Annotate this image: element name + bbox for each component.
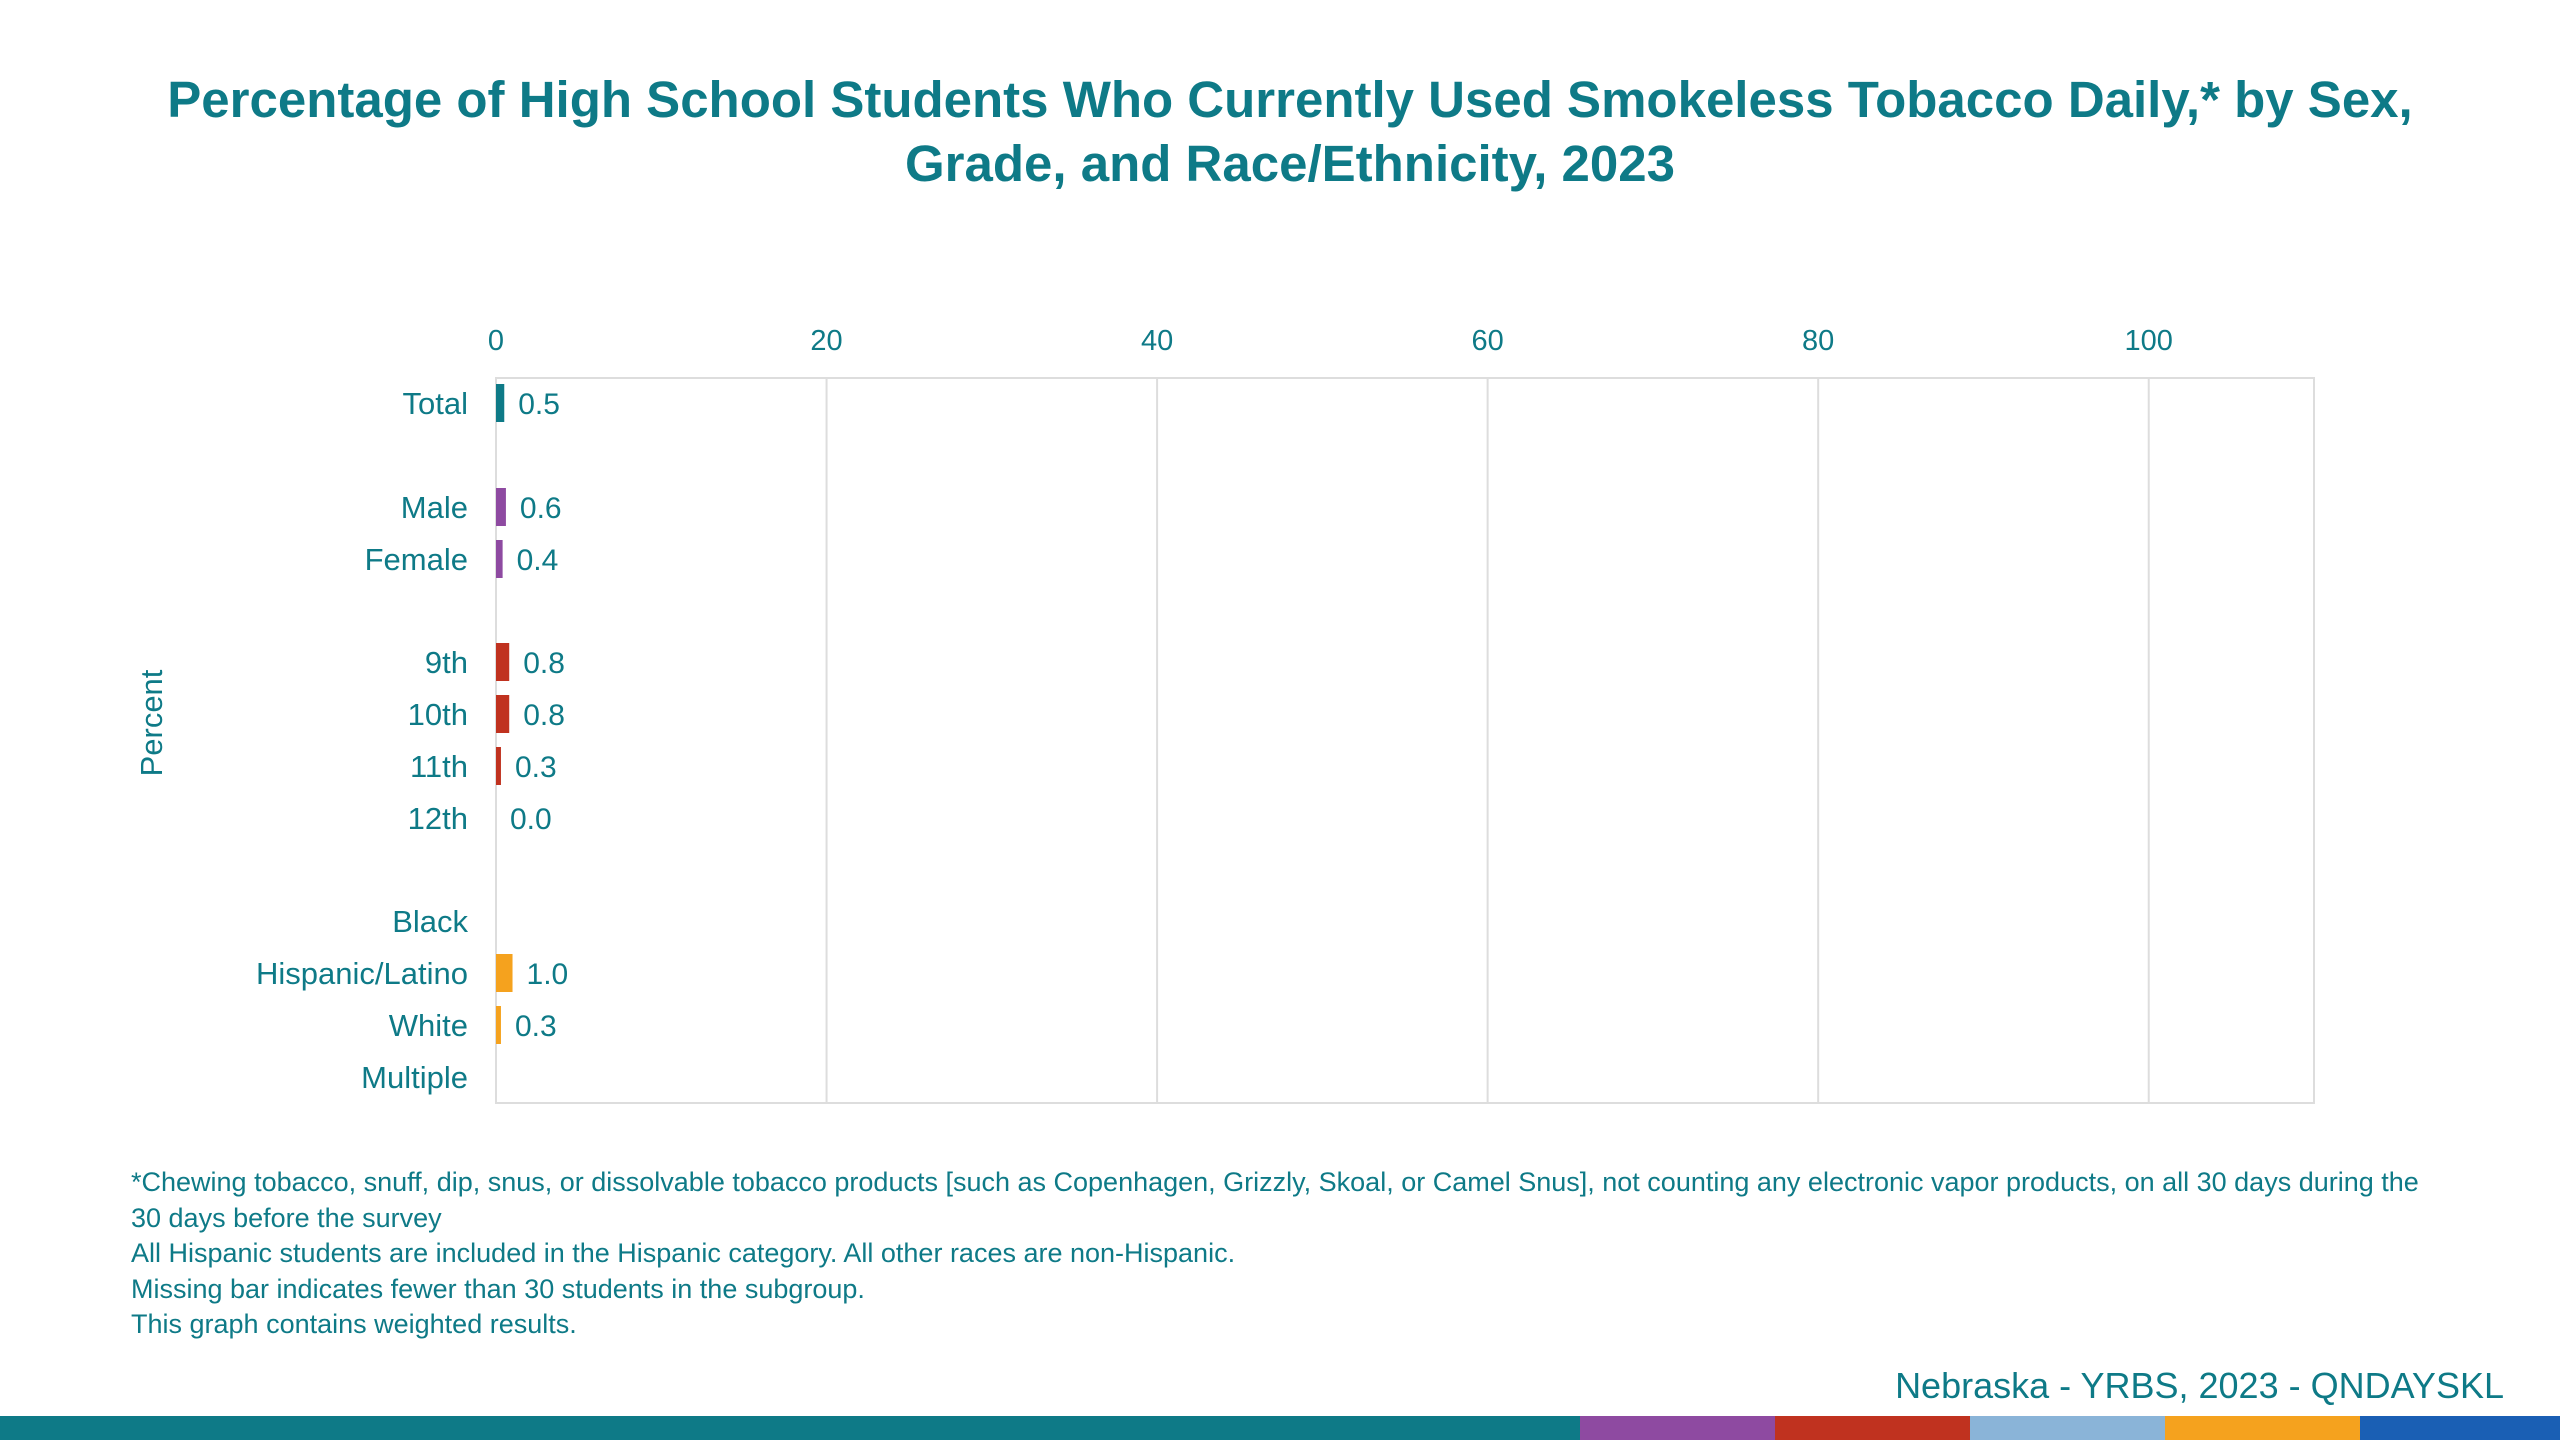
bottom-bar-segment-purple bbox=[1580, 1416, 1775, 1440]
x-tick-label-40: 40 bbox=[1141, 325, 1173, 357]
value-label-10th: 0.8 bbox=[523, 699, 565, 732]
category-label-total: Total bbox=[403, 386, 468, 421]
category-label-female: Female bbox=[365, 542, 468, 577]
category-label-multiple: Multiple bbox=[361, 1060, 468, 1095]
category-label-black: Black bbox=[392, 904, 468, 939]
category-label-12th: 12th bbox=[408, 801, 468, 836]
bottom-bar-segment-red bbox=[1775, 1416, 1970, 1440]
bottom-bar-segment-blue bbox=[2360, 1416, 2560, 1440]
bar-female bbox=[496, 540, 503, 578]
bar-chart: 0 20 40 60 80 100 Total 0.5 Male 0.6 Female 0.4 9th 0… bbox=[256, 325, 2315, 1104]
bar-11th bbox=[496, 747, 501, 785]
plot-frame bbox=[495, 377, 2315, 1104]
bar-total bbox=[496, 384, 505, 422]
bar-10th bbox=[496, 695, 510, 733]
x-tick-label-20: 20 bbox=[810, 325, 842, 357]
footnote-weighted: This graph contains weighted results. bbox=[131, 1309, 577, 1339]
source-label: Nebraska - YRBS, 2023 - QNDAYSKL bbox=[1895, 1365, 2504, 1406]
x-tick-label-100: 100 bbox=[2125, 325, 2173, 357]
bottom-bar-segment-light-blue bbox=[1970, 1416, 2165, 1440]
value-label-white: 0.3 bbox=[515, 1010, 557, 1043]
value-label-hispanic-latino: 1.0 bbox=[527, 958, 569, 991]
bar-male bbox=[496, 488, 506, 526]
value-label-male: 0.6 bbox=[520, 492, 562, 525]
value-label-female: 0.4 bbox=[517, 544, 559, 577]
value-label-9th: 0.8 bbox=[523, 647, 565, 680]
bottom-bar-segment-orange bbox=[2165, 1416, 2360, 1440]
x-tick-label-80: 80 bbox=[1802, 325, 1834, 357]
footnote-missing-bar: Missing bar indicates fewer than 30 stud… bbox=[131, 1273, 865, 1304]
footnote-hispanic: All Hispanic students are included in th… bbox=[131, 1238, 1236, 1268]
chart-title: Percentage of High School Students Who C… bbox=[167, 71, 2413, 192]
x-tick-label-0: 0 bbox=[488, 325, 504, 357]
category-label-hispanic-latino: Hispanic/Latino bbox=[256, 956, 468, 991]
category-label-male: Male bbox=[401, 490, 468, 525]
category-label-white: White bbox=[389, 1008, 468, 1043]
bar-9th bbox=[496, 643, 510, 681]
category-label-9th: 9th bbox=[425, 645, 468, 680]
footnote-definition: *Chewing tobacco, snuff, dip, snus, or d… bbox=[131, 1167, 2419, 1233]
category-label-11th: 11th bbox=[410, 749, 468, 784]
value-label-total: 0.5 bbox=[518, 388, 560, 421]
value-label-12th: 0.0 bbox=[510, 803, 552, 836]
bar-hispanic-latino bbox=[496, 954, 513, 992]
x-tick-label-60: 60 bbox=[1472, 325, 1504, 357]
footnotes: *Chewing tobacco, snuff, dip, snus, or d… bbox=[131, 1165, 2431, 1343]
bar-white bbox=[496, 1006, 501, 1044]
category-label-10th: 10th bbox=[408, 697, 468, 732]
bottom-bar-segment-teal bbox=[0, 1416, 1580, 1440]
value-label-11th: 0.3 bbox=[515, 751, 557, 784]
bottom-color-bar bbox=[0, 1416, 2560, 1440]
